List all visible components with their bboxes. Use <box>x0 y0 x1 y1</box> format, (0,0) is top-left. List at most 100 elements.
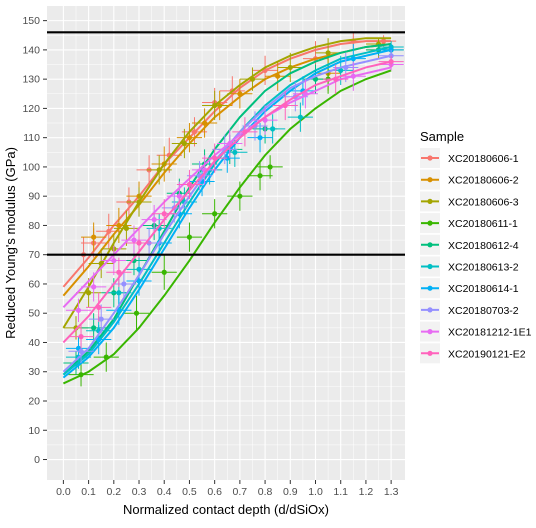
fit-curve <box>62 54 392 373</box>
data-point <box>96 336 102 343</box>
data-point <box>121 281 127 287</box>
data-point <box>186 181 193 188</box>
y-tick-label: 140 <box>22 44 40 56</box>
data-point <box>287 64 293 71</box>
series-group <box>62 55 404 349</box>
legend-key-point <box>427 263 433 270</box>
y-tick-label: 90 <box>28 191 40 203</box>
data-point <box>201 120 208 126</box>
legend-item-label: XC20180611-1 <box>448 218 518 230</box>
legend-item-label: XC20190121-E2 <box>448 348 526 360</box>
legend-item-label: XC20180703-2 <box>448 305 519 317</box>
data-point <box>91 234 97 240</box>
y-tick-label: 110 <box>23 132 40 144</box>
series-group <box>62 44 404 379</box>
legend-item-label: XC20180606-2 <box>448 175 519 187</box>
x-tick-label: 1.0 <box>308 486 323 498</box>
legend-key-point <box>427 329 433 335</box>
data-point <box>136 278 142 284</box>
fit-curve <box>62 69 392 385</box>
data-point <box>270 126 276 132</box>
series-group <box>62 37 392 340</box>
data-point <box>123 225 130 231</box>
data-point <box>75 307 82 313</box>
legend-key-point <box>427 242 433 248</box>
x-axis-title: Normalized contact depth (d/dSiOx) <box>123 502 329 517</box>
y-tick-label: 80 <box>28 220 40 232</box>
y-tick-label: 0 <box>34 454 40 466</box>
data-point <box>297 114 303 120</box>
y-tick-label: 60 <box>28 278 40 290</box>
x-tick-label: 1.2 <box>359 486 374 498</box>
data-point <box>116 269 122 275</box>
x-tick-label: 0.4 <box>157 486 172 498</box>
legend-item-label: XC20180614-1 <box>448 283 519 295</box>
data-point <box>257 173 263 179</box>
x-tick-label: 0.3 <box>132 486 147 498</box>
legend-key-point <box>427 285 433 291</box>
legend-key-point <box>427 155 433 161</box>
data-point <box>161 211 167 217</box>
series-layer <box>62 32 404 387</box>
legend-item-label: XC20180606-1 <box>448 153 519 165</box>
y-axis-title: Reduced Young's modulus (GPa) <box>3 147 18 339</box>
data-point <box>181 140 188 147</box>
y-axis: 0 10 20 30 40 50 60 70 80 90 100 110 120 130 140 150 <box>22 15 47 466</box>
y-tick-label: 10 <box>28 425 40 437</box>
data-point <box>257 135 263 141</box>
legend-key-point <box>427 177 433 183</box>
data-point <box>338 67 344 73</box>
x-tick-label: 0.7 <box>233 486 248 498</box>
data-point <box>176 193 182 199</box>
fit-curve <box>62 37 392 329</box>
y-tick-label: 70 <box>28 249 40 261</box>
x-tick-label: 0.2 <box>107 486 122 498</box>
y-tick-label: 20 <box>28 396 40 408</box>
data-point <box>151 216 157 223</box>
data-point <box>85 290 92 296</box>
fit-curve <box>62 48 392 379</box>
data-point <box>78 334 84 340</box>
legend-item-label: XC20180606-3 <box>448 196 519 208</box>
legend-key-point <box>427 220 433 226</box>
x-tick-label: 0.6 <box>207 486 222 498</box>
data-point <box>136 240 142 246</box>
data-point <box>98 316 104 322</box>
data-point <box>116 290 122 296</box>
legend-item-label: XC20180612-4 <box>448 240 519 252</box>
data-point <box>78 348 84 354</box>
data-point <box>161 269 167 275</box>
data-point <box>91 325 97 331</box>
x-tick-label: 0.0 <box>56 486 71 498</box>
data-point <box>91 284 97 290</box>
series-group <box>62 44 404 387</box>
legend-item-label: XC20181212-1E1 <box>448 327 532 339</box>
fit-curve <box>62 40 392 288</box>
y-tick-label: 40 <box>28 337 40 349</box>
x-axis: 0.0 0.1 0.2 0.3 0.4 0.5 0.6 0.7 0.8 0.9 1.0 1.1 1.2 1… <box>56 480 399 498</box>
data-point <box>186 135 193 141</box>
fit-curve <box>62 60 392 344</box>
y-tick-label: 100 <box>22 161 40 173</box>
data-point <box>133 310 140 316</box>
data-point <box>111 257 117 264</box>
x-tick-label: 1.1 <box>333 486 348 498</box>
x-tick-label: 1.3 <box>384 486 399 498</box>
y-tick-label: 130 <box>22 74 40 86</box>
data-point <box>186 234 193 240</box>
legend-key-point <box>427 307 433 313</box>
y-tick-label: 120 <box>22 103 40 115</box>
legend-key-point <box>427 198 433 204</box>
y-tick-label: 50 <box>28 308 40 320</box>
legend-title: Sample <box>420 129 464 144</box>
x-tick-label: 0.9 <box>283 486 298 498</box>
y-tick-label: 30 <box>28 366 40 378</box>
x-tick-label: 0.5 <box>182 486 197 498</box>
reference-lines <box>47 31 405 256</box>
x-tick-label: 0.8 <box>258 486 273 498</box>
data-point <box>131 237 137 243</box>
data-point <box>212 211 218 217</box>
x-tick-label: 0.1 <box>81 486 96 498</box>
